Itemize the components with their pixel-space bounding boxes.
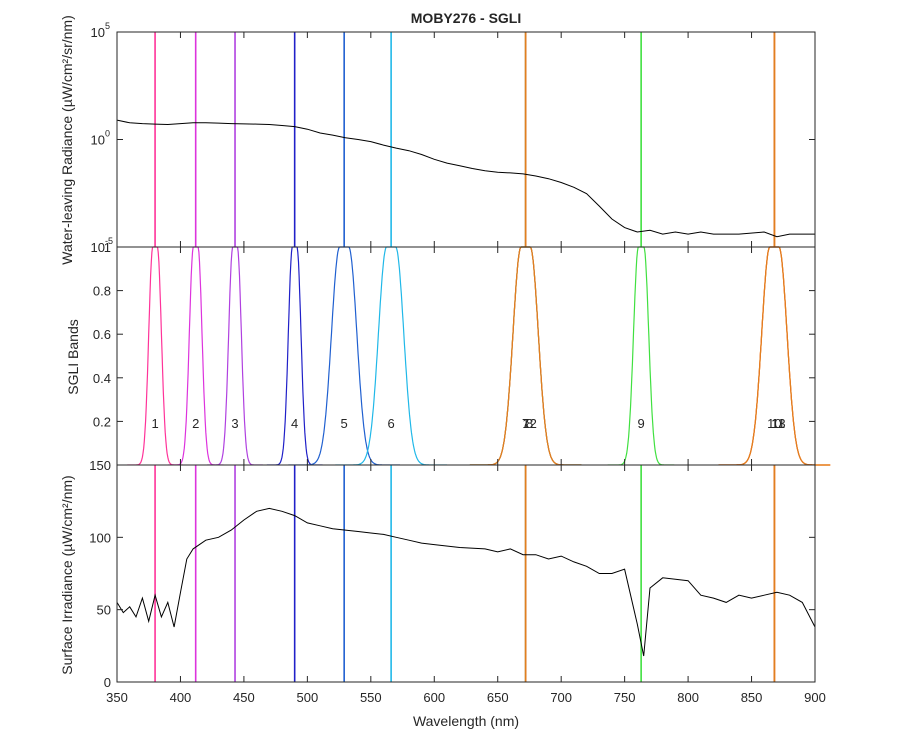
panel-2-background <box>117 247 815 465</box>
panel-1-y-label: Water-leaving Radiance (µW/cm²/sr/nm) <box>59 15 75 264</box>
panel-3-spectrum-line <box>116 507 816 657</box>
panel-2: 0.2 0.4 0.6 0.8 1 <box>93 240 831 466</box>
band-5-label: 5 <box>341 416 348 431</box>
band-8-label: 8 <box>526 416 533 431</box>
panel-1-y-tick-exponent: 0 <box>105 129 110 139</box>
x-tick-label: 800 <box>677 690 699 705</box>
band-6-label: 6 <box>388 416 395 431</box>
panel-1-y-tick-exponent: -5 <box>105 236 113 246</box>
x-tick-label: 600 <box>423 690 445 705</box>
band-7-label: 7 <box>522 416 529 431</box>
panel-1-y-tick-label: 10 <box>91 25 105 40</box>
panel-3-background <box>117 465 815 682</box>
x-tick-label: 500 <box>297 690 319 705</box>
band-12-label: 12 <box>522 416 536 431</box>
panel-1-y-tick-label: 10 <box>91 240 105 255</box>
panel-2-y-tick-label: 1 <box>104 240 111 255</box>
panel-2-y-tick-label: 0.8 <box>93 284 111 299</box>
x-tick-label: 350 <box>106 690 128 705</box>
band-1-label: 1 <box>151 416 158 431</box>
chart-title: MOBY276 - SGLI <box>411 10 521 26</box>
x-tick-label: 450 <box>233 690 255 705</box>
panel-2-y-tick-label: 0.4 <box>93 371 111 386</box>
x-tick-label: 850 <box>741 690 763 705</box>
band-2-label: 2 <box>192 416 199 431</box>
panel-1-y-tick-exponent: 5 <box>105 21 110 31</box>
band-13-label: 13 <box>771 416 785 431</box>
x-tick-label: 650 <box>487 690 509 705</box>
panel-2-y-tick-label: 0.2 <box>93 414 111 429</box>
panel-1-spectrum-line <box>116 119 815 238</box>
x-axis-label: Wavelength (nm) <box>413 713 519 729</box>
panel-3: 0 50 100 150 <box>89 458 816 690</box>
x-tick-label: 700 <box>550 690 572 705</box>
panel-3-y-label: Surface Irradiance (µW/cm²/nm) <box>59 475 75 674</box>
band-9-label: 9 <box>638 416 645 431</box>
band-3-label: 3 <box>231 416 238 431</box>
band-10-label: 10 <box>767 416 781 431</box>
panel-1-y-tick-label: 10 <box>91 133 105 148</box>
panel-3-y-tick-label: 100 <box>89 530 111 545</box>
panel-2-y-label: SGLI Bands <box>65 319 81 395</box>
panel-3-y-tick-label: 150 <box>89 458 111 473</box>
x-tick-label: 750 <box>614 690 636 705</box>
panel-3-y-tick-label: 50 <box>97 603 111 618</box>
x-tick-label: 400 <box>170 690 192 705</box>
band-4-label: 4 <box>291 416 298 431</box>
band-11-label: 11 <box>772 416 786 431</box>
panel-2-y-tick-label: 0.6 <box>93 327 111 342</box>
panel-3-y-tick-label: 0 <box>104 675 111 690</box>
x-tick-label: 900 <box>804 690 826 705</box>
panel-1-background <box>117 32 815 247</box>
x-tick-label: 550 <box>360 690 382 705</box>
panel-3-axes-box <box>116 464 816 683</box>
